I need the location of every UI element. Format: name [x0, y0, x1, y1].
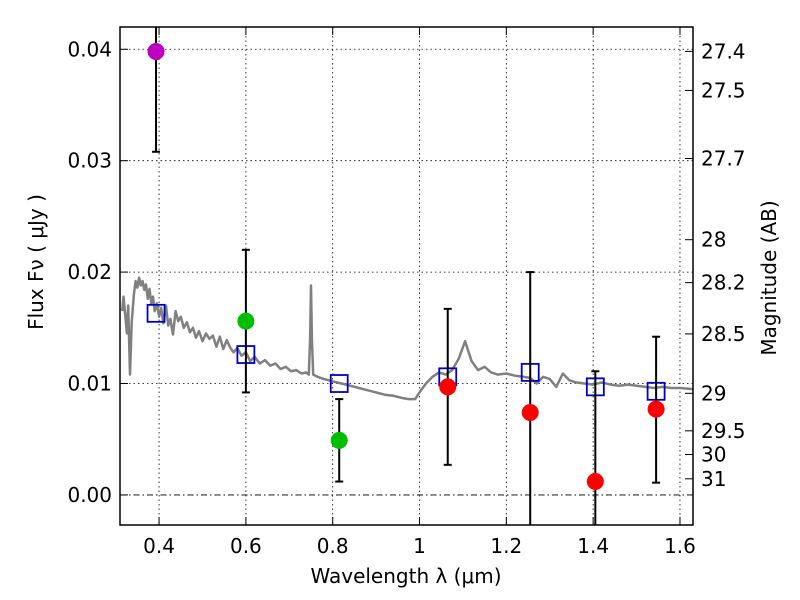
- plot-area: [120, 27, 693, 525]
- mag-tick-label: 31: [701, 467, 726, 491]
- observed-point: [439, 378, 457, 396]
- y-tick-label: 0.03: [67, 149, 112, 173]
- model-square-marker: [329, 374, 349, 393]
- observed-point: [147, 43, 165, 61]
- mag-tick-label: 27.7: [701, 146, 746, 170]
- tick-labels: 0.4 0.6 0.8 1 1.2 1.4 1.6 0.00 0.01 0.02 0.03 0.04 2…: [67, 37, 745, 558]
- observed-point: [330, 431, 348, 449]
- y-tick-label: 0.01: [67, 372, 112, 396]
- grid: [120, 27, 693, 525]
- mag-tick-label: 28.2: [701, 271, 746, 295]
- model-square-marker: [146, 303, 166, 323]
- mag-tick-label: 29: [701, 381, 726, 405]
- x-tick-label: 1: [413, 534, 426, 558]
- y-tick-label: 0.00: [67, 483, 112, 507]
- spectrum-line: [120, 276, 693, 401]
- plot-frame: [119, 26, 694, 526]
- mag-tick-label: 30: [701, 442, 726, 466]
- x-tick-label: 0.8: [317, 534, 349, 558]
- y-axis-right-label: Magnitude (AB): [757, 200, 781, 355]
- x-axis-label: Wavelength λ (μm): [310, 564, 501, 588]
- observed-point: [521, 403, 539, 421]
- mag-tick-label: 27.4: [701, 39, 746, 63]
- mag-tick-label: 28.5: [701, 322, 746, 346]
- observed-point: [586, 473, 604, 491]
- observed-point: [647, 400, 665, 418]
- x-tick-label: 1.2: [490, 534, 522, 558]
- mag-tick-label: 29.5: [701, 419, 746, 443]
- mag-tick-label: 28: [701, 228, 726, 252]
- y-tick-label: 0.04: [67, 37, 112, 61]
- y-axis-label: Flux Fν ( μJy ): [24, 194, 48, 330]
- axis-ticks: [120, 27, 693, 525]
- mag-tick-label: 27.5: [701, 78, 746, 102]
- y-tick-label: 0.02: [67, 260, 112, 284]
- x-tick-label: 1.6: [664, 534, 696, 558]
- observed-point: [237, 312, 255, 330]
- x-tick-label: 1.4: [577, 534, 609, 558]
- x-tick-label: 0.4: [143, 534, 175, 558]
- x-tick-label: 0.6: [230, 534, 262, 558]
